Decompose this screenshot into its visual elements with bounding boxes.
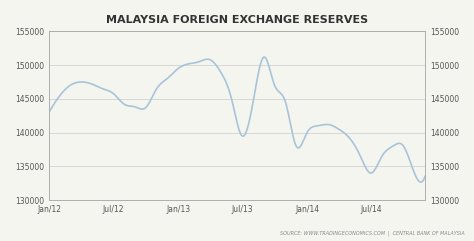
Title: MALAYSIA FOREIGN EXCHANGE RESERVES: MALAYSIA FOREIGN EXCHANGE RESERVES	[106, 15, 368, 25]
Text: SOURCE: WWW.TRADINGECONOMICS.COM  |  CENTRAL BANK OF MALAYSIA: SOURCE: WWW.TRADINGECONOMICS.COM | CENTR…	[280, 231, 465, 236]
